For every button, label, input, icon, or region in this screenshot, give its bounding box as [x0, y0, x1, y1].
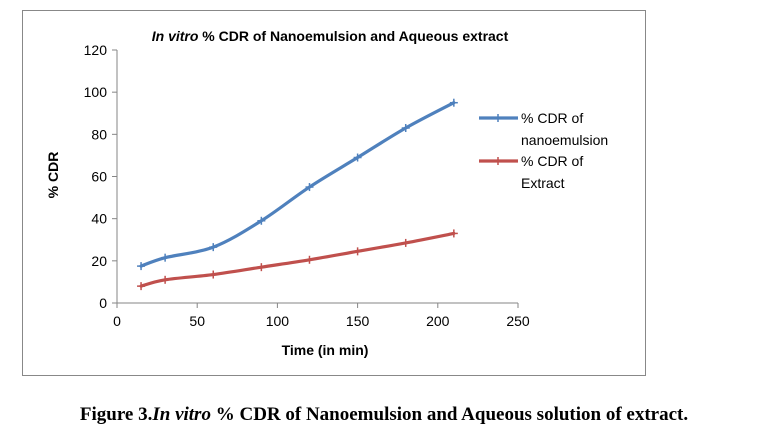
- data-point: [257, 263, 266, 272]
- caption-rest: % CDR of Nanoemulsion and Aqueous soluti…: [210, 404, 689, 425]
- legend-label: % CDR of: [521, 110, 583, 126]
- chart-title-italic: In vitro: [152, 28, 199, 44]
- legend-label: nanoemulsion: [521, 132, 608, 148]
- data-point: [449, 229, 458, 238]
- y-tick-label: 120: [84, 42, 108, 58]
- data-point: [353, 153, 362, 162]
- x-tick-label: 250: [506, 313, 530, 329]
- y-axis-label: % CDR: [45, 152, 61, 199]
- data-point: [209, 270, 218, 279]
- y-tick-label: 100: [84, 84, 108, 100]
- data-point: [209, 243, 218, 252]
- data-point: [161, 275, 170, 284]
- legend-item-1: % CDR of nanoemulsion: [479, 110, 608, 148]
- data-point: [137, 262, 146, 271]
- x-tick-label: 150: [346, 313, 370, 329]
- y-tick-label: 80: [91, 126, 107, 142]
- series-layer: [137, 98, 458, 291]
- legend-item-2: % CDR of Extract: [479, 153, 583, 191]
- caption-italic: In vitro: [152, 404, 211, 425]
- caption-prefix: Figure 3.: [79, 404, 153, 425]
- x-tick-label: 0: [113, 313, 121, 329]
- data-point: [137, 282, 146, 291]
- y-tick-label: 0: [99, 295, 107, 311]
- axes: 0 20 40 60 80 100 120 0 50 100 150 200 250: [84, 42, 530, 329]
- data-point: [449, 98, 458, 107]
- data-point: [401, 238, 410, 247]
- y-tick-label: 20: [91, 253, 107, 269]
- data-point: [161, 253, 170, 262]
- x-tick-label: 200: [426, 313, 450, 329]
- chart-frame: [22, 10, 646, 376]
- legend-label: % CDR of: [521, 153, 583, 169]
- x-tick-label: 100: [266, 313, 290, 329]
- y-tick-label: 40: [91, 211, 107, 227]
- x-axis-label: Time (in min): [282, 342, 369, 358]
- chart-svg: In vitro % CDR of Nanoemulsion and Aqueo…: [45, 28, 608, 358]
- legend-marker: [494, 114, 502, 122]
- legend: % CDR of nanoemulsion % CDR of Extract: [479, 110, 608, 191]
- legend-label: Extract: [521, 175, 565, 191]
- figure-caption: Figure 3.In vitro % CDR of Nanoemulsion …: [0, 404, 768, 426]
- chart-title: In vitro % CDR of Nanoemulsion and Aqueo…: [152, 28, 509, 44]
- chart-title-rest: % CDR of Nanoemulsion and Aqueous extrac…: [198, 28, 508, 44]
- legend-marker: [494, 157, 502, 165]
- data-point: [353, 247, 362, 256]
- data-point: [305, 183, 314, 192]
- data-point: [401, 124, 410, 133]
- data-point: [305, 255, 314, 264]
- series-line-2: [139, 231, 456, 288]
- x-tick-label: 50: [189, 313, 205, 329]
- y-tick-label: 60: [91, 169, 107, 185]
- data-point: [257, 216, 266, 225]
